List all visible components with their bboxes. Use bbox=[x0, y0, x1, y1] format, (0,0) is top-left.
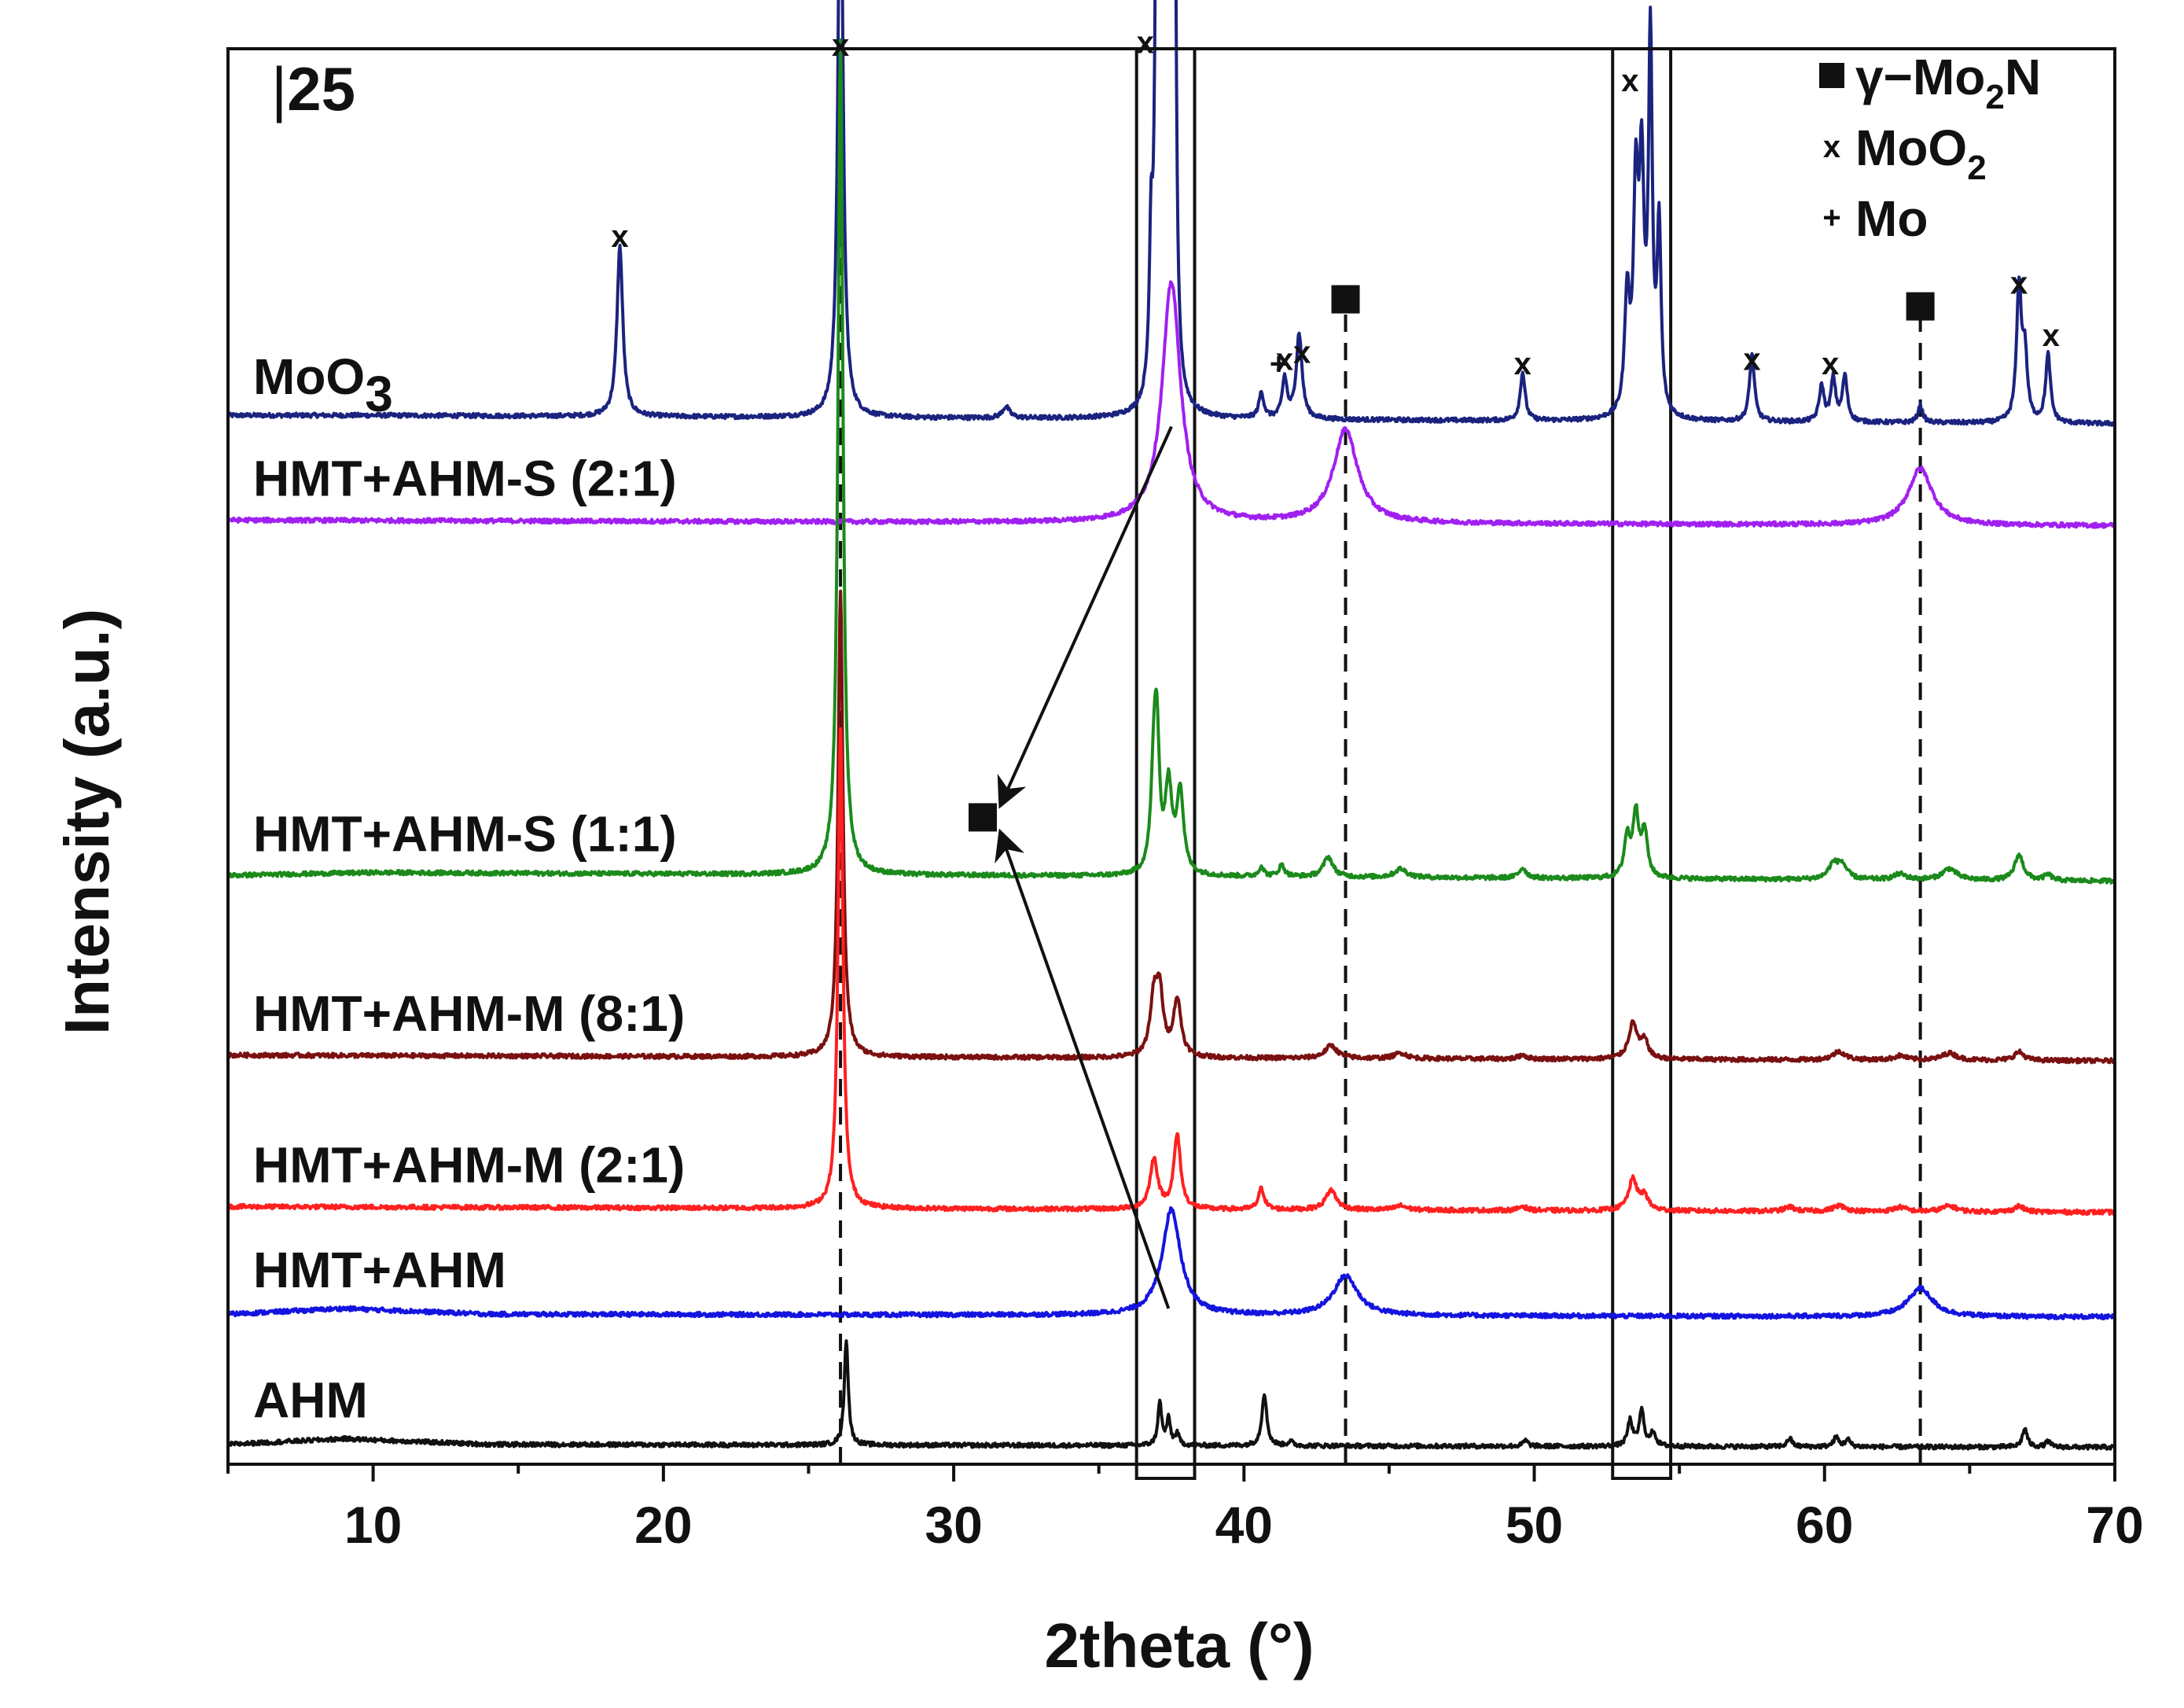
series-label: MoO3 bbox=[253, 348, 393, 422]
phase-marker-text: + bbox=[1270, 347, 1288, 381]
series-label: HMT+AHM-S (1:1) bbox=[253, 805, 677, 862]
panel-label: |25 bbox=[271, 54, 355, 123]
panel-label-bar: | bbox=[271, 54, 287, 123]
phase-marker-text: x bbox=[1137, 25, 1154, 60]
series-line bbox=[226, 727, 2116, 1217]
x-tick-label: 40 bbox=[1215, 1496, 1273, 1554]
plot-frame bbox=[226, 47, 2116, 1466]
legend-label-main: MoO bbox=[1855, 120, 1967, 176]
y-axis-title: Intensity (a.u.) bbox=[52, 609, 122, 1035]
x-tick-label: 50 bbox=[1506, 1496, 1563, 1554]
arrow-layer bbox=[995, 425, 1173, 1309]
series-line bbox=[226, 0, 2116, 427]
phase-marker-square bbox=[1906, 292, 1935, 321]
x-axis-ticks: 10 20 30 40 50 60 70 bbox=[226, 1464, 2144, 1554]
phase-marker-text: x bbox=[1822, 347, 1839, 381]
x-tick-label: 60 bbox=[1796, 1496, 1853, 1554]
x-tick-label: 20 bbox=[634, 1496, 692, 1554]
series-label-sub: 3 bbox=[365, 366, 393, 422]
phase-marker-text: x bbox=[1514, 347, 1531, 381]
series-label: HMT+AHM bbox=[253, 1242, 506, 1298]
series-label: HMT+AHM-S (2:1) bbox=[253, 451, 677, 507]
legend-symbol-square bbox=[1819, 63, 1844, 88]
series-label-main: HMT+AHM bbox=[253, 1242, 506, 1298]
series-label: HMT+AHM-M (8:1) bbox=[253, 985, 685, 1042]
series-label: HMT+AHM-M (2:1) bbox=[253, 1137, 685, 1194]
series-line bbox=[226, 38, 2116, 885]
phase-marker-text: x bbox=[2042, 318, 2060, 353]
phase-marker-text: x bbox=[611, 219, 628, 254]
phase-marker-square bbox=[1331, 285, 1360, 314]
legend-label: MoO2 bbox=[1855, 120, 1987, 187]
panel-label-text: 25 bbox=[287, 54, 355, 123]
series-label-main: HMT+AHM-M (8:1) bbox=[253, 985, 685, 1042]
phase-marker-text: x bbox=[1621, 64, 1638, 98]
legend-symbol-text: + bbox=[1822, 201, 1840, 235]
phase-marker-text: x bbox=[1743, 343, 1760, 377]
x-tick-label: 10 bbox=[344, 1496, 402, 1554]
legend-label-tail: N bbox=[2005, 49, 2041, 105]
x-tick-label: 30 bbox=[925, 1496, 982, 1554]
series-label-main: HMT+AHM-S (1:1) bbox=[253, 805, 677, 862]
phase-marker-text: x bbox=[832, 28, 849, 63]
phase-marker-layer: xxx+x x xxx xxx bbox=[611, 25, 2060, 832]
arrow bbox=[997, 425, 1173, 809]
legend-label: Mo bbox=[1855, 190, 1928, 247]
x-axis-title: 2theta (°) bbox=[1044, 1610, 1314, 1680]
phase-marker-text: x bbox=[2010, 266, 2028, 300]
series-label-main: HMT+AHM-S (2:1) bbox=[253, 451, 677, 507]
legend-label-sub: 2 bbox=[1985, 78, 2004, 116]
series-line bbox=[226, 589, 2116, 1065]
series-line bbox=[226, 1206, 2116, 1321]
phase-marker-text: x bbox=[1293, 336, 1311, 370]
legend-label-main: Mo bbox=[1855, 190, 1928, 247]
phase-marker-square bbox=[969, 803, 997, 832]
arrow bbox=[995, 828, 1171, 1309]
highlight-box bbox=[1134, 47, 1197, 1480]
series-line bbox=[226, 280, 2116, 529]
reference-line-layer bbox=[839, 70, 1922, 1464]
legend-symbol-text: x bbox=[1823, 130, 1840, 164]
series-label-main: HMT+AHM-M (2:1) bbox=[253, 1137, 685, 1194]
series-label-main: MoO bbox=[253, 348, 365, 405]
phase-marker-text: x bbox=[1276, 343, 1293, 377]
legend-label-main: γ−Mo bbox=[1855, 49, 1985, 105]
axes-layer bbox=[226, 47, 2116, 1466]
series-label: AHM bbox=[253, 1371, 368, 1428]
series-line bbox=[226, 1339, 2116, 1451]
series-label-main: AHM bbox=[253, 1371, 368, 1428]
legend-label: γ−Mo2N bbox=[1855, 49, 2041, 116]
x-tick-label: 70 bbox=[2086, 1496, 2143, 1554]
legend-label-sub: 2 bbox=[1967, 149, 1986, 187]
highlight-box-layer bbox=[1134, 47, 1673, 1480]
